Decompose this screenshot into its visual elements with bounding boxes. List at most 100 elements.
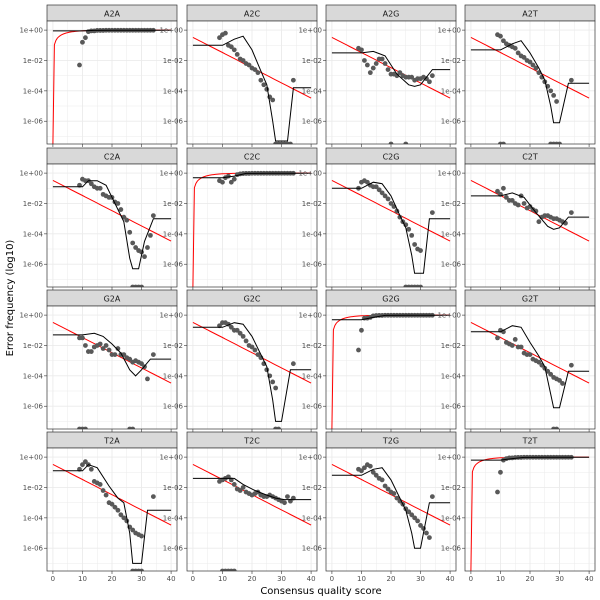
fitted-error-line [331,181,451,274]
observed-error-point [367,463,373,469]
observed-error-point [527,204,533,209]
observed-error-point [501,38,506,44]
facet-strip-label: C2G [383,153,400,162]
y-tick-label: 1e-06 [163,545,184,553]
y-tick-label: 1e-06 [163,261,184,269]
observed-error-point [554,99,559,104]
observed-error-point [503,195,509,200]
observed-error-point [359,327,364,333]
y-tick-label: 1e-02 [302,57,322,65]
y-tick-label: 1e-06 [163,118,184,126]
observed-error-point [382,61,388,66]
observed-error-point [359,47,364,53]
y-tick-label: 1e-02 [441,484,461,492]
y-tick-label: 1e+00 [159,27,183,35]
observed-error-point [385,196,391,202]
observed-error-point [130,426,136,429]
facet-strip-label: C2C [244,153,261,162]
observed-error-point [290,77,296,83]
x-tick-label: 30 [277,575,286,583]
observed-error-point [145,376,150,382]
observed-error-point [148,232,153,238]
gridlines [465,164,595,287]
gridlines [465,448,595,571]
y-tick-label: 1e+00 [437,454,461,462]
fitted-error-line [331,314,451,321]
observed-error-point [150,213,156,219]
observed-error-point [112,504,118,510]
fitted-error-line [470,456,590,461]
y-tick-label: 1e-04 [23,87,44,95]
y-tick-label: 1e-06 [302,403,323,411]
observed-error-point [115,201,121,206]
y-axis-title: Error frequency (log10) [5,240,16,357]
panel-data [52,321,172,429]
y-tick-label: 1e-06 [23,403,44,411]
y-tick-label: 1e-02 [441,342,461,350]
observed-error-point [100,488,106,493]
y-tick-label: 1e+00 [437,170,461,178]
nominal-error-line [470,179,590,242]
observed-error-point [77,62,82,68]
facet-panel-t2a: T2A 0 10 20 30 40 1e+00 1e-02 1e-04 1e-06 [19,431,178,583]
x-tick-label: 20 [108,575,117,583]
x-tick-label: 40 [585,575,594,583]
gridlines [465,21,595,144]
panel-data [470,32,590,144]
observed-error-point [103,492,109,498]
y-tick-label: 1e-04 [441,87,462,95]
y-tick-label: 1e-02 [163,57,183,65]
observed-error-point [246,62,252,68]
y-tick-label: 1e-06 [441,118,462,126]
observed-error-point [240,333,246,339]
observed-error-point [521,201,527,206]
facet-strip-label: G2C [244,295,261,304]
panel-data [470,179,590,242]
observed-error-point [568,77,574,83]
observed-error-point [512,337,518,342]
observed-error-point [518,344,524,350]
observed-error-point [88,466,94,472]
nominal-error-line [192,321,312,384]
y-tick-label: 1e-06 [441,403,462,411]
observed-error-point [127,229,133,235]
observed-error-point [252,347,258,353]
observed-error-point [150,494,156,499]
y-tick-label: 1e-06 [23,261,44,269]
observed-error-point [115,346,121,351]
fitted-error-line [192,172,312,179]
observed-error-point [234,52,240,57]
observed-error-point [394,73,400,79]
fitted-error-line [192,477,312,501]
observed-error-point [373,184,379,190]
observed-error-point [385,486,391,492]
observed-error-point [385,67,391,72]
observed-error-point [427,535,432,540]
x-tick-label: 10 [496,575,505,583]
observed-error-point [103,343,109,348]
observed-error-point [231,47,237,53]
x-tick-label: 0 [469,575,473,583]
observed-error-point [252,67,258,72]
facet-strip-label: A2C [244,10,261,19]
x-tick-label: 30 [137,575,146,583]
observed-error-point [394,495,400,501]
observed-error-point [118,512,124,518]
observed-error-point [83,343,88,348]
x-tick-label: 10 [78,575,87,583]
observed-error-point [379,56,385,62]
observed-error-point [379,190,385,196]
observed-error-point [234,327,240,333]
fitted-error-line [52,332,172,377]
observed-error-point [217,35,222,41]
y-tick-label: 1e-02 [23,57,43,65]
facet-strip-label: T2G [382,437,399,446]
y-tick-label: 1e-04 [302,87,323,95]
gridlines [187,21,317,144]
observed-error-point [83,459,88,465]
nominal-error-line [331,463,451,526]
observed-error-point [406,226,412,232]
